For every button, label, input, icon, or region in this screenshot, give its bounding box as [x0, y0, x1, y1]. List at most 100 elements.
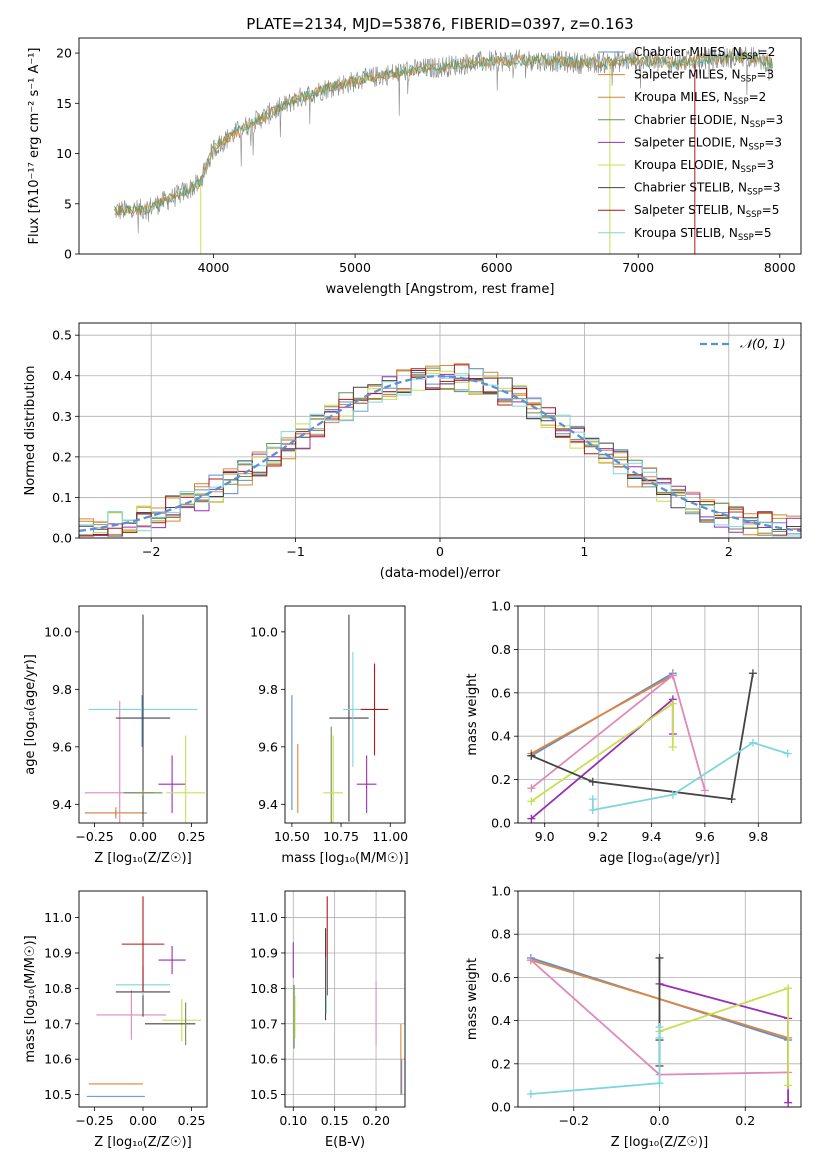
histogram-line: [79, 364, 801, 537]
y-tick-label: 20: [56, 46, 72, 61]
y-axis-label: mass weight: [465, 673, 480, 755]
y-tick-label: 10: [56, 146, 72, 161]
x-tick-label: 0.10: [279, 1113, 307, 1128]
x-tick-label: 0: [436, 544, 444, 559]
axes-frame: [517, 890, 802, 1108]
y-tick-label: 0.6: [491, 970, 511, 985]
panel-mass_vs_age: 10.50 10.75 11.00 9.4 9.6 9.8 10.0 mass [log₁₀(…: [250, 605, 409, 866]
series-line: [530, 673, 754, 801]
x-tick-label: 0.20: [362, 1113, 390, 1128]
axes-frame: [78, 322, 802, 539]
y-tick-label: 0.4: [52, 368, 72, 383]
x-tick-label: −0.2: [559, 1113, 589, 1128]
y-tick-label: 0.8: [491, 642, 511, 657]
axes-frame: [78, 37, 802, 255]
y-tick-label: 10.0: [44, 624, 72, 639]
x-tick-label: 2: [725, 544, 733, 559]
x-tick-label: −0.25: [75, 1113, 113, 1128]
plot-area: [84, 614, 206, 823]
y-tick-label: 10.9: [250, 945, 278, 960]
legend-label: Kroupa MILES, NSSP=2: [634, 90, 766, 107]
y-tick-label: 0.3: [52, 409, 72, 424]
legend-label: Chabrier MILES, NSSP=2: [634, 45, 775, 62]
x-axis-label: E(B-V): [325, 1135, 365, 1150]
x-tick-label: 0.2: [735, 1113, 755, 1128]
y-tick-label: 9.4: [52, 797, 72, 812]
x-tick-label: 0.25: [178, 1113, 206, 1128]
x-tick-label: 9.4: [642, 829, 662, 844]
y-tick-label: 0.0: [491, 1100, 511, 1115]
y-tick-label: 0.6: [491, 685, 511, 700]
x-tick-label: 6000: [481, 260, 513, 275]
y-tick-label: 10.5: [250, 1087, 278, 1102]
x-tick-label: 7000: [622, 260, 654, 275]
legend-label: Kroupa ELODIE, NSSP=3: [634, 158, 774, 175]
legend-label: Chabrier STELIB, NSSP=3: [634, 181, 781, 198]
panel-age_vs_massweight: 9.0 9.2 9.4 9.6 9.8 0.0 0.2 0.4 0.6 0.8 1.0 age [lo…: [465, 599, 802, 866]
panel-spectrum: 4000 5000 6000 7000 8000 0 5 10 15 20 wavelength […: [27, 37, 802, 297]
x-tick-label: 0.15: [321, 1113, 349, 1128]
legend-label: Salpeter ELODIE, NSSP=3: [634, 135, 782, 152]
x-tick-label: 10.50: [274, 829, 310, 844]
x-tick-label: 8000: [764, 260, 796, 275]
y-axis-label: Flux [fλ10⁻¹⁷ erg cm⁻² s⁻¹ A⁻¹]: [27, 48, 42, 245]
x-tick-label: 0.25: [178, 829, 206, 844]
plot-area: [114, 46, 773, 254]
x-tick-label: 9.2: [588, 829, 608, 844]
y-tick-label: 1.0: [491, 884, 511, 899]
y-axis-label: Normed distribution: [23, 366, 38, 496]
panel-ebv_vs_mass: 0.10 0.15 0.20 10.5 10.6 10.7 10.8 10.9 11.0 E(B-…: [250, 890, 406, 1150]
panel-residuals: −2 −1 0 1 2 0.0 0.1 0.2 0.3 0.4 0.5 (data-model)/er…: [23, 322, 802, 581]
y-tick-label: 0.2: [491, 1056, 511, 1071]
x-tick-label: 9.8: [748, 829, 768, 844]
x-tick-label: 9.0: [535, 829, 555, 844]
y-tick-label: 10.7: [250, 1016, 278, 1031]
panel-Z_vs_age: −0.25 0.00 0.25 9.4 9.6 9.8 10.0 Z [log₁₀(Z/Z☉)…: [23, 605, 208, 866]
y-tick-label: 1.0: [491, 599, 511, 614]
x-axis-label: wavelength [Angstrom, rest frame]: [326, 282, 555, 297]
y-tick-label: 11.0: [44, 910, 72, 925]
series-line: [530, 1027, 661, 1095]
x-tick-label: −0.25: [75, 829, 113, 844]
x-tick-label: 1: [580, 544, 588, 559]
y-axis-label: mass weight: [465, 958, 480, 1040]
plot-area: [79, 363, 801, 537]
plot-area: [292, 896, 403, 1095]
normal-curve-line: [79, 375, 801, 533]
y-tick-label: 10.8: [44, 981, 72, 996]
legend-label: Salpeter MILES, NSSP=3: [634, 68, 774, 85]
model-spectrum-line: [114, 51, 773, 217]
x-axis-label: age [log₁₀(age/yr)]: [599, 851, 720, 866]
y-tick-label: 10.9: [44, 945, 72, 960]
axes-frame: [284, 605, 406, 824]
y-tick-label: 0.2: [491, 772, 511, 787]
panel-Z_vs_massweight: −0.2 0.0 0.2 0.0 0.2 0.4 0.6 0.8 1.0 Z [log₁₀(Z/Z…: [465, 884, 802, 1150]
x-tick-label: 0.0: [650, 1113, 670, 1128]
axes-frame: [78, 605, 208, 824]
y-tick-label: 10.0: [250, 624, 278, 639]
x-axis-label: Z [log₁₀(Z/Z☉)]: [94, 1135, 191, 1150]
x-tick-label: 10.75: [323, 829, 359, 844]
y-tick-label: 0.2: [52, 449, 72, 464]
y-tick-label: 9.6: [52, 739, 72, 754]
axes-frame: [78, 890, 208, 1108]
x-tick-label: 9.6: [695, 829, 715, 844]
x-axis-label: Z [log₁₀(Z/Z☉)]: [94, 851, 191, 866]
y-tick-label: 11.0: [250, 910, 278, 925]
y-tick-label: 9.8: [52, 682, 72, 697]
series-line: [530, 674, 674, 755]
y-tick-label: 0.8: [491, 927, 511, 942]
y-tick-label: 10.6: [44, 1052, 72, 1067]
y-axis-label: mass [log₁₀(M/M☉)]: [23, 935, 38, 1062]
legend-label: Chabrier ELODIE, NSSP=3: [634, 113, 783, 130]
series-line: [659, 983, 789, 1103]
y-tick-label: 0: [64, 247, 72, 262]
y-tick-label: 0.0: [52, 531, 72, 546]
x-axis-label: (data-model)/error: [380, 566, 501, 581]
x-tick-label: −2: [142, 544, 160, 559]
panel-Z_vs_mass: −0.25 0.00 0.25 10.5 10.6 10.7 10.8 10.9 11.0 Z […: [23, 890, 208, 1150]
x-axis-label: mass [log₁₀(M/M☉)]: [281, 851, 408, 866]
x-tick-label: 0.00: [129, 1113, 157, 1128]
